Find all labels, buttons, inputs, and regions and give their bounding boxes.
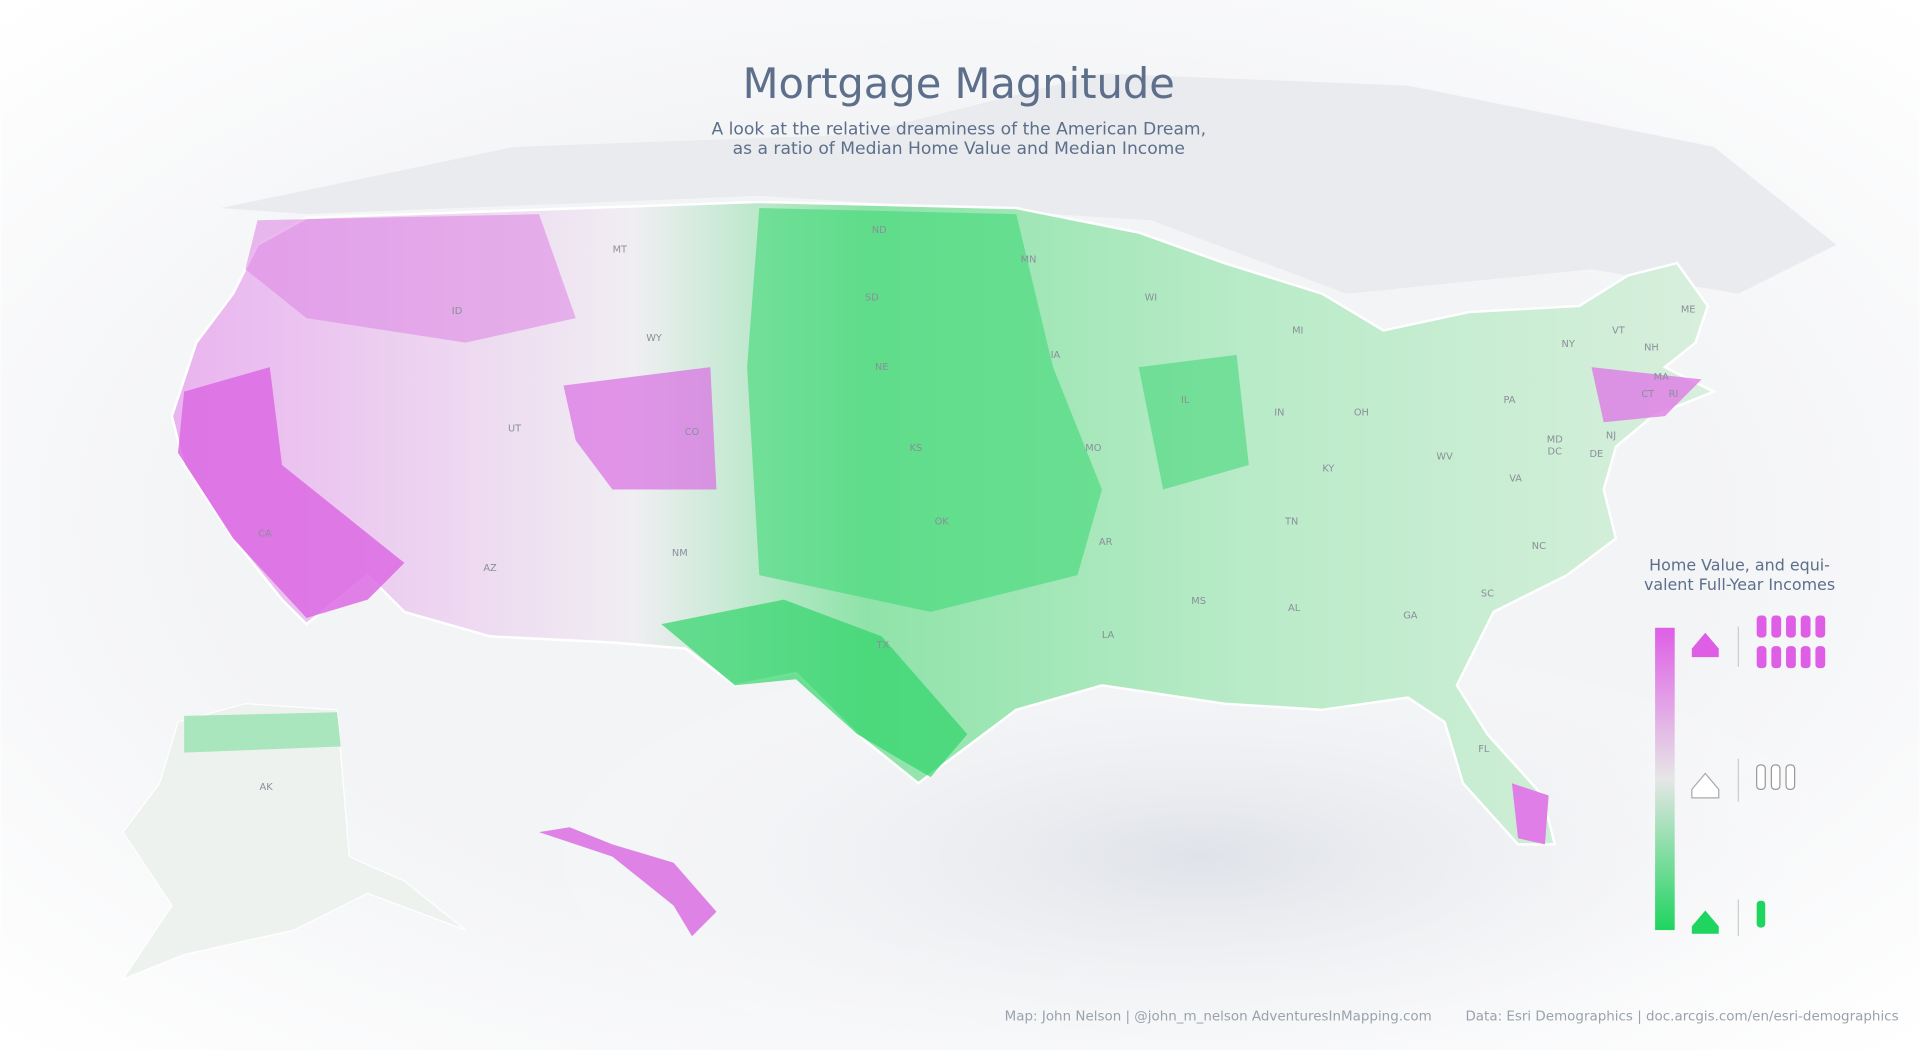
state-label: DC bbox=[1548, 447, 1563, 458]
state-label: MD bbox=[1547, 434, 1563, 445]
state-label: DE bbox=[1590, 449, 1604, 460]
state-label: AK bbox=[260, 782, 274, 793]
subtitle: A look at the relative dreaminess of the… bbox=[711, 120, 1206, 140]
state-label: AZ bbox=[483, 563, 497, 574]
state-label: MO bbox=[1085, 443, 1101, 454]
state-label: NH bbox=[1644, 343, 1659, 354]
state-label: ND bbox=[872, 225, 887, 236]
state-label: OH bbox=[1354, 407, 1369, 418]
state-label: PA bbox=[1503, 395, 1515, 406]
region-texas bbox=[661, 599, 968, 778]
state-label: VT bbox=[1612, 325, 1625, 336]
state-label: NM bbox=[672, 548, 688, 559]
state-label: KY bbox=[1322, 464, 1334, 475]
legend-ramp bbox=[1655, 627, 1675, 931]
region-alaska-north bbox=[184, 712, 341, 753]
region-plains bbox=[747, 208, 1102, 612]
state-label: NJ bbox=[1606, 431, 1616, 442]
state-label: CA bbox=[258, 529, 272, 540]
state-label: IN bbox=[1274, 407, 1284, 418]
title: Mortgage Magnitude bbox=[743, 59, 1175, 108]
legend-title: Home Value, and equi- bbox=[1649, 555, 1830, 574]
legend-title: valent Full-Year Incomes bbox=[1644, 575, 1835, 594]
state-label: WY bbox=[646, 333, 662, 344]
state-label: ME bbox=[1681, 305, 1696, 316]
state-label: MI bbox=[1292, 325, 1303, 336]
state-label: NC bbox=[1532, 541, 1546, 552]
state-label: IA bbox=[1051, 350, 1061, 361]
state-label: GA bbox=[1403, 611, 1418, 622]
state-label: OK bbox=[935, 516, 950, 527]
state-label: KS bbox=[910, 443, 923, 454]
state-label: NE bbox=[875, 362, 889, 373]
region-northwest bbox=[245, 214, 576, 343]
state-label: TX bbox=[876, 640, 890, 651]
state-label: NY bbox=[1562, 339, 1575, 350]
state-label: MN bbox=[1021, 254, 1037, 265]
legend-icons bbox=[1691, 615, 1826, 937]
state-label: WV bbox=[1436, 451, 1453, 462]
state-label: WI bbox=[1145, 292, 1158, 303]
region-colorado bbox=[563, 367, 717, 490]
hawaii bbox=[539, 827, 717, 937]
state-label: UT bbox=[508, 423, 521, 434]
state-label: MA bbox=[1654, 372, 1669, 383]
state-label: LA bbox=[1102, 630, 1115, 641]
state-label: CO bbox=[685, 427, 700, 438]
state-label: AR bbox=[1099, 537, 1113, 548]
region-illinois bbox=[1138, 354, 1249, 490]
region-northeast bbox=[1591, 367, 1702, 423]
state-label: MS bbox=[1191, 596, 1206, 607]
state-label: SC bbox=[1481, 589, 1494, 600]
subtitle: as a ratio of Median Home Value and Medi… bbox=[733, 139, 1185, 159]
credits-map: Map: John Nelson | @john_m_nelson Advent… bbox=[1005, 1010, 1432, 1025]
state-label: RI bbox=[1669, 389, 1679, 400]
state-label: ID bbox=[452, 306, 462, 317]
state-label: AL bbox=[1288, 603, 1301, 614]
credits-data: Data: Esri Demographics | doc.arcgis.com… bbox=[1465, 1010, 1898, 1025]
region-california bbox=[178, 367, 405, 619]
state-label: IL bbox=[1181, 395, 1190, 406]
state-label: VA bbox=[1509, 473, 1522, 484]
state-label: SD bbox=[865, 292, 879, 303]
state-label: TN bbox=[1284, 516, 1298, 527]
state-label: MT bbox=[613, 245, 627, 256]
state-label: CT bbox=[1641, 389, 1654, 400]
state-label: FL bbox=[1478, 744, 1490, 755]
canada bbox=[220, 73, 1837, 294]
region-florida bbox=[1511, 783, 1549, 845]
